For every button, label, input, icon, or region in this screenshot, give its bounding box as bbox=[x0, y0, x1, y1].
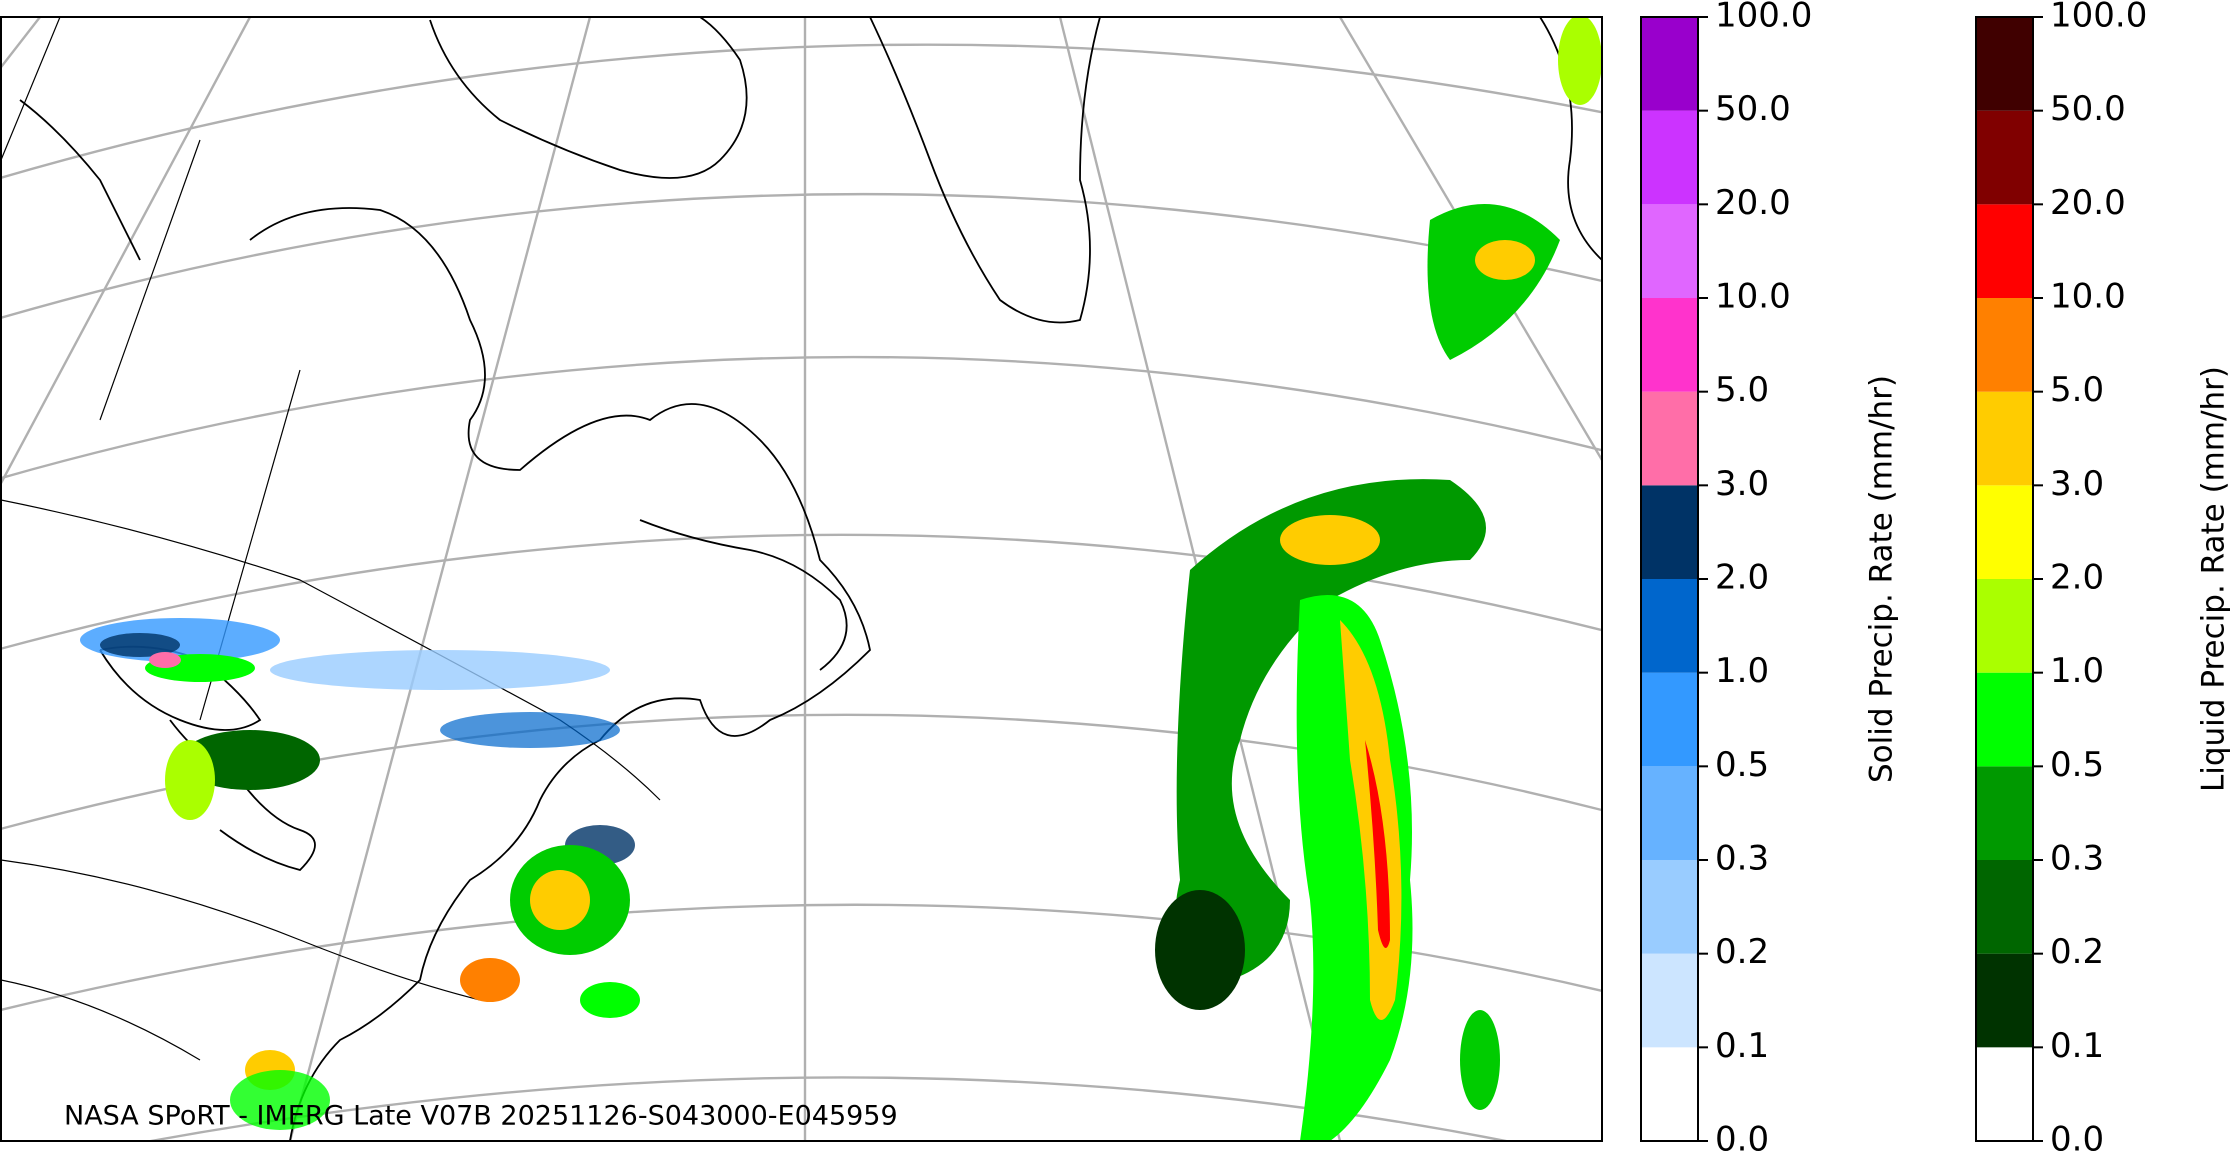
colorbar-segment bbox=[1641, 953, 1698, 1048]
map: NASA SPoRT - IMERG Late V07B 20251126-S0… bbox=[1, 17, 1602, 1141]
colorbars: 0.0 0.1 0.2 0.3 0.5 1.0 2.0 3.0 5.0 10.0 20.0 50.0 1… bbox=[1640, 0, 2232, 1160]
colorbar-tick-label: 0.5 bbox=[1715, 745, 1769, 785]
colorbar-segment bbox=[1641, 766, 1698, 860]
colorbar-label: Solid Precip. Rate (mm/hr) bbox=[1864, 375, 1900, 783]
colorbar-tick-label: 10.0 bbox=[2050, 277, 2126, 317]
colorbar-tick-label: 1.0 bbox=[2050, 651, 2104, 691]
colorbar-segment bbox=[1641, 298, 1698, 392]
colorbar-tick-label: 0.0 bbox=[2050, 1120, 2104, 1160]
colorbar-tick-label: 20.0 bbox=[1715, 183, 1791, 223]
colorbar-tick-label: 5.0 bbox=[1715, 370, 1769, 410]
colorbar-tick-label: 50.0 bbox=[2050, 89, 2126, 129]
colorbar-tick-label: 0.3 bbox=[2050, 839, 2104, 879]
colorbar-label: Liquid Precip. Rate (mm/hr) bbox=[2196, 366, 2232, 792]
colorbar-tick-label: 2.0 bbox=[1715, 558, 1769, 598]
colorbar-segment bbox=[1976, 391, 2033, 486]
colorbar-tick-label: 0.0 bbox=[1715, 1120, 1769, 1160]
colorbar-segment bbox=[1976, 485, 2033, 579]
colorbar-tick-label: 1.0 bbox=[1715, 651, 1769, 691]
colorbar-tick-label: 10.0 bbox=[1715, 277, 1791, 317]
colorbar-tick-label: 50.0 bbox=[1715, 89, 1791, 129]
colorbar-segment bbox=[1976, 860, 2033, 954]
colorbar-segment bbox=[1641, 485, 1698, 579]
colorbar-segment bbox=[1641, 110, 1698, 205]
colorbar-tick-label: 20.0 bbox=[2050, 183, 2126, 223]
colorbar-segment bbox=[1976, 1047, 2033, 1141]
colorbar-segment bbox=[1976, 672, 2033, 767]
precipitation bbox=[80, 17, 1602, 1141]
colorbar-segment bbox=[1641, 579, 1698, 673]
colorbar-tick-label: 5.0 bbox=[2050, 370, 2104, 410]
colorbar-segment bbox=[1976, 953, 2033, 1048]
colorbar-tick-label: 0.2 bbox=[2050, 932, 2104, 972]
colorbar-segment bbox=[1976, 766, 2033, 860]
colorbar-segment bbox=[1976, 204, 2033, 298]
colorbar-tick-label: 100.0 bbox=[1715, 0, 1812, 36]
colorbar-tick-label: 3.0 bbox=[1715, 464, 1769, 504]
colorbar-segment bbox=[1641, 17, 1698, 111]
colorbar-segment bbox=[1641, 1047, 1698, 1141]
colorbar-segment bbox=[1641, 204, 1698, 298]
colorbar-tick-label: 0.1 bbox=[2050, 1026, 2104, 1066]
colorbar-tick-label: 0.5 bbox=[2050, 745, 2104, 785]
colorbar-tick-label: 100.0 bbox=[2050, 0, 2147, 36]
colorbar-tick-label: 0.3 bbox=[1715, 839, 1769, 879]
borders bbox=[1, 17, 661, 1061]
colorbar-tick-label: 0.2 bbox=[1715, 932, 1769, 972]
map-frame bbox=[0, 16, 1603, 1142]
colorbar-tick-label: 0.1 bbox=[1715, 1026, 1769, 1066]
colorbar-segment bbox=[1976, 17, 2033, 111]
colorbar-segment bbox=[1976, 298, 2033, 392]
colorbar-segment bbox=[1641, 860, 1698, 954]
caption: NASA SPoRT - IMERG Late V07B 20251126-S0… bbox=[64, 1101, 898, 1132]
colorbar-segment bbox=[1976, 579, 2033, 673]
colorbar-segment bbox=[1641, 391, 1698, 486]
colorbar-segment bbox=[1641, 672, 1698, 767]
colorbar-tick-label: 2.0 bbox=[2050, 558, 2104, 598]
colorbar-tick-label: 3.0 bbox=[2050, 464, 2104, 504]
colorbar-segment bbox=[1976, 110, 2033, 205]
